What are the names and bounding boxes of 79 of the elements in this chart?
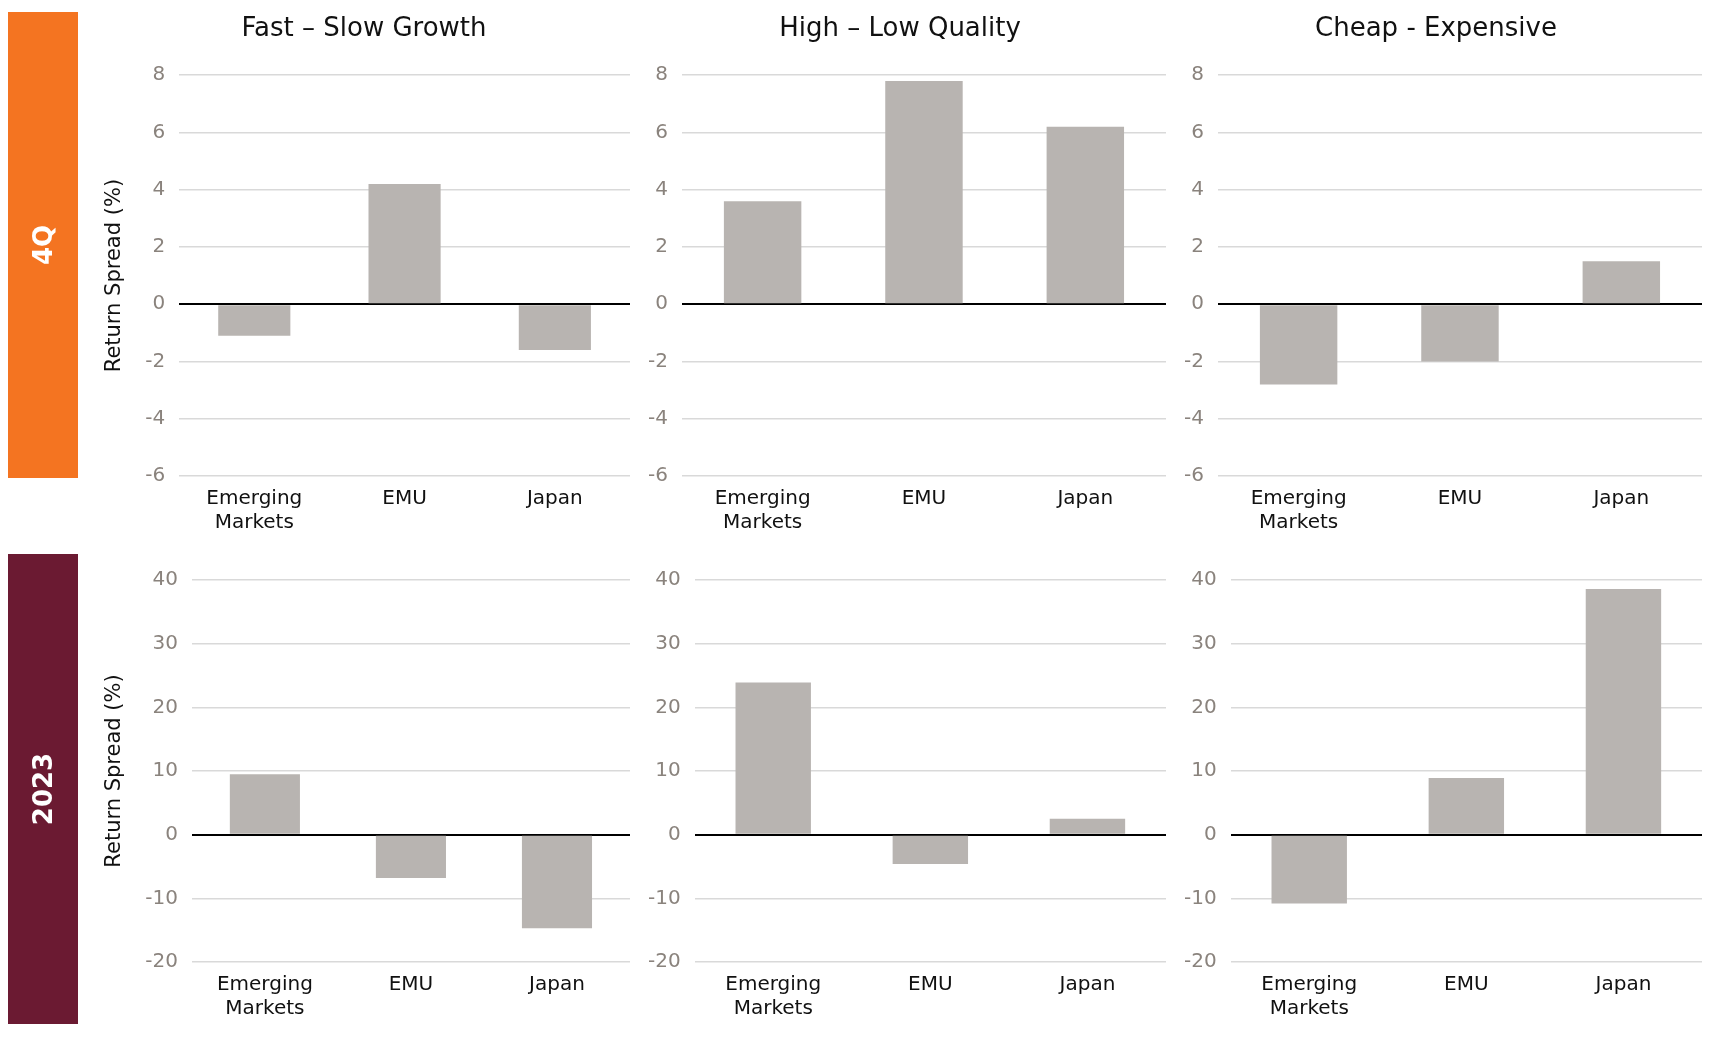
chart-title: High – Low Quality	[779, 12, 1021, 43]
bar	[1049, 818, 1126, 834]
y-tick-label: 4	[152, 175, 166, 200]
y-tick-label: -10	[647, 884, 681, 909]
y-tick-label: 40	[655, 566, 681, 591]
x-tick-label: EMU	[908, 971, 953, 996]
x-tick-label: EMU	[1444, 971, 1489, 996]
x-tick-label: Emerging Markets	[216, 971, 313, 1020]
y-tick-label: 10	[152, 757, 178, 782]
y-tick-label: 0	[1191, 290, 1204, 315]
y-tick-label: 6	[1191, 118, 1204, 143]
y-tick-label: -2	[145, 347, 166, 372]
y-tick-label: 2	[152, 233, 166, 258]
y-tick-label: -4	[145, 404, 166, 429]
bar	[1046, 126, 1125, 304]
y-axis-title: Return Spread (%)	[101, 178, 126, 373]
y-tick-label: 0	[165, 820, 178, 845]
text: 2023	[28, 752, 58, 826]
x-tick-label: Japan	[1057, 971, 1116, 996]
y-tick-label: -10	[1183, 884, 1217, 909]
y-tick-label: 30	[152, 629, 178, 654]
x-tick-label: Japan	[527, 971, 585, 996]
y-tick-label: 10	[1191, 757, 1217, 782]
y-tick-label: -6	[145, 462, 166, 487]
y-tick-label: 30	[1191, 629, 1217, 654]
x-tick-label: Japan	[1055, 485, 1114, 510]
y-tick-label: 20	[655, 693, 681, 718]
bar	[1585, 588, 1662, 834]
x-tick-label: Emerging Markets	[206, 485, 303, 534]
chart-title: Fast – Slow Growth	[241, 12, 487, 43]
y-tick-label: 4	[1191, 175, 1204, 200]
y-tick-label: 10	[655, 757, 681, 782]
x-tick-label: Emerging Markets	[714, 485, 811, 534]
y-tick-label: 8	[1191, 61, 1204, 86]
y-tick-label: 4	[655, 175, 668, 200]
x-tick-label: Japan	[1593, 971, 1652, 996]
x-tick-label: Japan	[524, 485, 583, 510]
y-axis-title: Return Spread (%)	[101, 674, 126, 868]
y-tick-label: -4	[647, 404, 668, 429]
y-tick-label: -20	[647, 948, 681, 973]
y-tick-label: 2	[655, 233, 668, 258]
x-tick-label: EMU	[388, 971, 434, 996]
text: 4Q	[27, 224, 58, 266]
x-tick-label: EMU	[1437, 485, 1483, 510]
x-tick-label: Japan	[1591, 485, 1650, 510]
y-tick-label: 20	[1191, 693, 1217, 718]
y-tick-label: -6	[647, 462, 668, 487]
bar	[885, 80, 963, 304]
y-tick-label: -20	[145, 948, 178, 973]
y-tick-label: -2	[647, 347, 668, 372]
y-tick-label: 2	[1191, 233, 1204, 258]
y-tick-label: 40	[1191, 566, 1217, 591]
y-tick-label: 0	[667, 820, 681, 845]
y-tick-label: -10	[145, 884, 178, 909]
y-tick-label: -4	[1183, 404, 1204, 429]
x-tick-label: Emerging Markets	[1261, 971, 1358, 1020]
y-tick-label: 40	[152, 566, 178, 591]
x-tick-label: EMU	[382, 485, 427, 510]
y-tick-label: 0	[152, 290, 166, 315]
x-tick-label: EMU	[901, 485, 947, 510]
y-tick-label: 0	[655, 290, 668, 315]
bar	[1428, 778, 1505, 834]
y-tick-label: -2	[1183, 347, 1204, 372]
y-tick-label: -6	[1183, 462, 1204, 487]
y-tick-label: 8	[152, 61, 166, 86]
y-tick-label: 30	[655, 629, 681, 654]
y-tick-label: 6	[655, 118, 668, 143]
x-tick-label: Emerging Markets	[1250, 485, 1347, 534]
x-tick-label: Emerging Markets	[725, 971, 822, 1020]
y-tick-label: 8	[655, 61, 668, 86]
chart-title: Cheap - Expensive	[1315, 12, 1557, 43]
bar	[723, 201, 802, 304]
bar	[1271, 835, 1347, 904]
y-tick-label: 6	[152, 118, 166, 143]
bar	[735, 682, 811, 834]
y-tick-label: 20	[152, 693, 178, 718]
bar	[892, 835, 969, 864]
y-tick-label: -20	[1183, 948, 1217, 973]
y-tick-label: 0	[1203, 820, 1217, 845]
